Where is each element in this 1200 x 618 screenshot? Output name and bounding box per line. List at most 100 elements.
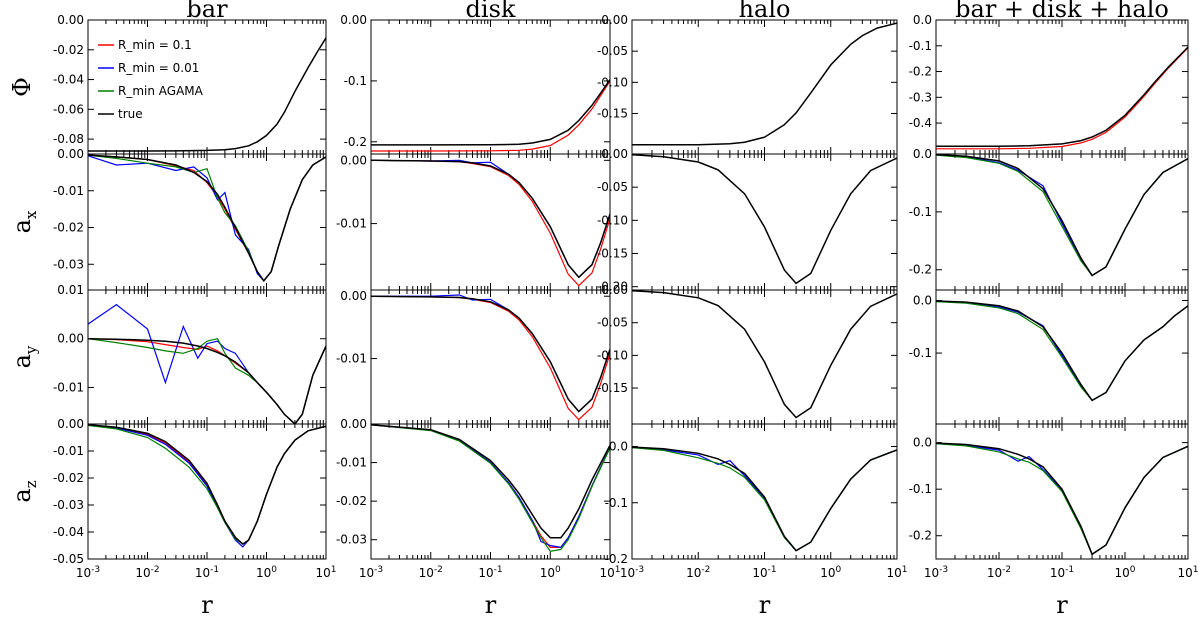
row-label-subscript: y [22, 345, 40, 355]
panel: 0.0 -0.1 -0.2 [909, 147, 1189, 291]
column-title: halo [739, 0, 791, 23]
y-tick-label: -0.2 [909, 65, 932, 79]
x-tick-label: 10-2 [987, 565, 1011, 580]
panel-frame [370, 19, 611, 155]
y-tick-label: 0.00 [57, 417, 84, 431]
panel: 0.00 -0.1 -0.2 [340, 13, 611, 155]
y-tick-label: 0.00 [340, 153, 367, 167]
y-tick-label: -0.4 [909, 116, 932, 130]
y-tick-label: -0.05 [597, 316, 628, 330]
series-line-true [88, 337, 326, 424]
x-tick-label: 10-2 [686, 565, 710, 580]
x-tick-label: 101 [599, 565, 620, 580]
y-tick-label: -0.1 [909, 482, 932, 496]
panel-frame [631, 423, 898, 560]
series-line-agama [88, 154, 326, 282]
y-tick-label: -0.01 [336, 456, 367, 470]
x-axis-label: r [1056, 591, 1068, 618]
row-label: ay [8, 345, 40, 368]
row-label-text: ax [8, 210, 40, 233]
x-tick-label: 10-3 [924, 565, 948, 580]
y-tick-label: 0.0 [913, 147, 932, 161]
x-tick-label: 10-1 [1050, 565, 1074, 580]
y-tick-label: -0.03 [53, 257, 84, 271]
series-line-true [371, 424, 610, 539]
series-line-r01 [88, 154, 326, 282]
panel: 0.00 -0.05 -0.10 -0.15 [597, 283, 898, 425]
legend-entry: R_min AGAMA [118, 84, 204, 98]
y-tick-label: -0.05 [53, 552, 84, 566]
panel: 0.00 -0.01 [336, 289, 611, 425]
y-tick-label: -0.1 [344, 74, 367, 88]
y-tick-label: -0.02 [53, 221, 84, 235]
column-title: bar + disk + halo [955, 0, 1169, 23]
y-tick-label: -0.03 [336, 533, 367, 547]
y-tick-label: -0.10 [597, 75, 628, 89]
y-tick-label: -0.15 [597, 381, 628, 395]
x-tick-label: 10-1 [195, 565, 219, 580]
series-line-agama [936, 154, 1188, 277]
y-tick-label: -0.01 [53, 444, 84, 458]
series-line-true [371, 295, 610, 413]
panel: 0.0 -0.1 -0.2 10-3 10-2 10-1 100 101 [909, 423, 1199, 580]
panel-frame [87, 423, 327, 560]
series-line-true [936, 46, 1188, 148]
y-tick-label: 0.0 [913, 294, 932, 308]
series-line-agama [88, 338, 326, 424]
x-tick-label: 100 [256, 565, 277, 580]
y-tick-label: -0.15 [597, 106, 628, 120]
series-line-true [371, 79, 610, 146]
series-line-true [88, 154, 326, 283]
y-tick-label: 0.00 [601, 283, 628, 297]
x-axis-label: r [759, 591, 771, 618]
series-line-r001 [371, 159, 610, 279]
series-line-r001 [936, 443, 1188, 556]
y-tick-label: -0.01 [336, 352, 367, 366]
row-label-text: az [8, 480, 40, 502]
row-label: Φ [8, 77, 36, 97]
series-line-agama [936, 301, 1188, 402]
y-tick-label: -0.1 [909, 205, 932, 219]
panel: 0.00 -0.01 -0.02 -0.03 [53, 147, 327, 291]
y-tick-label: -0.2 [605, 552, 628, 566]
legend: R_min = 0.1 R_min = 0.01 R_min AGAMA true [98, 38, 204, 121]
legend-entry: true [118, 107, 143, 121]
x-tick-label: 10-2 [135, 565, 159, 580]
y-tick-label: 0.00 [57, 332, 84, 346]
y-tick-label: 0.00 [57, 13, 84, 27]
panel-frame [370, 423, 611, 560]
y-tick-label: -0.2 [344, 135, 367, 149]
row-label-text: ay [8, 345, 40, 368]
y-tick-label: -0.3 [909, 90, 932, 104]
panel-frame [631, 153, 898, 291]
panel: 0.00 -0.05 -0.10 -0.15 [597, 13, 898, 155]
x-tick-label: 100 [820, 565, 841, 580]
y-tick-label: -0.10 [597, 348, 628, 362]
x-axis-label: r [485, 591, 497, 618]
series-line-r01 [371, 295, 610, 421]
y-tick-label: -0.02 [53, 471, 84, 485]
y-tick-label: 0.00 [340, 417, 367, 431]
x-tick-label: 10-2 [419, 565, 443, 580]
series-line-r001 [936, 300, 1188, 402]
series-line-agama [632, 447, 897, 552]
legend-entry: R_min = 0.1 [118, 38, 192, 52]
panel: 0.01 0.00 -0.01 [53, 283, 327, 425]
y-tick-label: -0.01 [53, 380, 84, 394]
series-line-true [632, 154, 897, 285]
y-tick-label: -0.06 [53, 102, 84, 116]
x-tick-label: 100 [540, 565, 561, 580]
series-line-true [371, 159, 610, 279]
y-tick-label: -0.1 [909, 39, 932, 53]
x-tick-label: 100 [1114, 565, 1135, 580]
y-tick-label: -0.03 [53, 498, 84, 512]
series-line-true [632, 446, 897, 552]
series-line-r01 [371, 80, 610, 152]
series-line-true [632, 22, 897, 146]
panel-frame [87, 153, 327, 291]
y-tick-label: -0.01 [336, 217, 367, 231]
y-tick-label: 0.0 [913, 436, 932, 450]
y-tick-label: 0.0 [609, 440, 628, 454]
